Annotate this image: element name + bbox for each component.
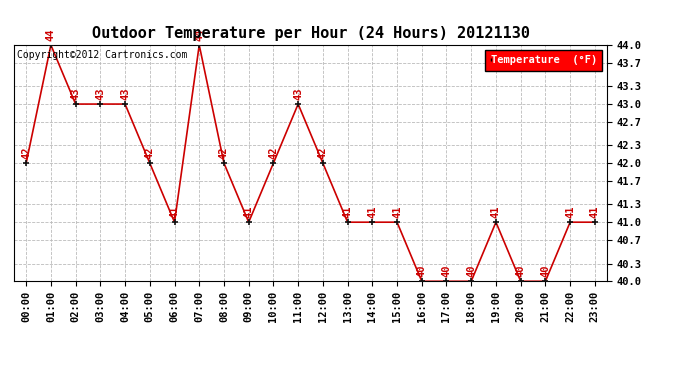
Text: 41: 41 <box>367 206 377 218</box>
Text: Copyright©2012 Cartronics.com: Copyright©2012 Cartronics.com <box>17 50 187 60</box>
Text: 42: 42 <box>145 147 155 159</box>
Text: 42: 42 <box>219 147 229 159</box>
Text: 43: 43 <box>293 87 303 100</box>
Text: 40: 40 <box>417 265 426 277</box>
Text: 42: 42 <box>21 147 31 159</box>
Legend: Temperature  (°F): Temperature (°F) <box>485 50 602 70</box>
Text: 43: 43 <box>120 87 130 100</box>
Text: 41: 41 <box>343 206 353 218</box>
Text: 40: 40 <box>540 265 551 277</box>
Text: 41: 41 <box>491 206 501 218</box>
Text: 40: 40 <box>515 265 526 277</box>
Text: 42: 42 <box>268 147 278 159</box>
Title: Outdoor Temperature per Hour (24 Hours) 20121130: Outdoor Temperature per Hour (24 Hours) … <box>92 26 529 41</box>
Text: 42: 42 <box>318 147 328 159</box>
Text: 41: 41 <box>244 206 254 218</box>
Text: 41: 41 <box>170 206 179 218</box>
Text: 43: 43 <box>95 87 106 100</box>
Text: 41: 41 <box>565 206 575 218</box>
Text: 44: 44 <box>46 28 56 41</box>
Text: 41: 41 <box>590 206 600 218</box>
Text: 43: 43 <box>70 87 81 100</box>
Text: 40: 40 <box>466 265 476 277</box>
Text: 44: 44 <box>195 28 204 41</box>
Text: 41: 41 <box>392 206 402 218</box>
Text: 40: 40 <box>442 265 451 277</box>
